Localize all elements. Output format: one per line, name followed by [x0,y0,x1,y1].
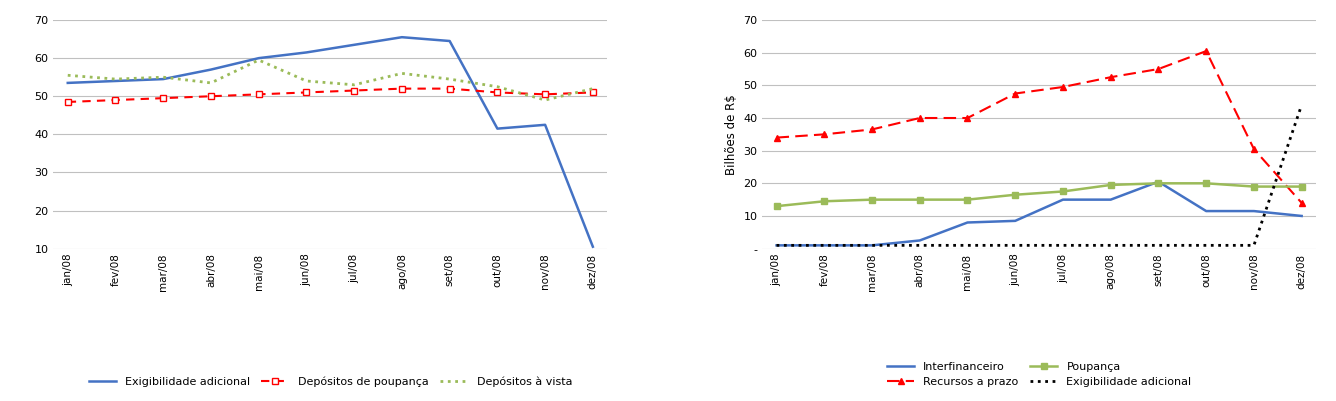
Recursos a prazo [1007,91,1023,96]
Line: Poupança: Poupança [774,180,1304,209]
Poupança [816,199,832,204]
Exigibilidade adicional [1007,243,1023,248]
Depósitos à vista [489,84,505,89]
Poupança [1007,192,1023,197]
Depósitos à vista [107,77,123,81]
Poupança [864,197,880,202]
Exigibilidade adicional [768,243,784,248]
Exigibilidade adicional [1055,243,1071,248]
Depósitos à vista [60,73,76,78]
Interfinanceiro [864,243,880,248]
Depósitos à vista [251,58,267,63]
Exigibilidade adicional [1198,243,1214,248]
Recursos a prazo [959,115,975,120]
Depósitos de poupança [107,97,123,102]
Poupança [768,204,784,209]
Exigibilidade adicional [107,79,123,83]
Exigibilidade adicional [1293,103,1309,107]
Exigibilidade adicional [155,77,171,81]
Depósitos de poupança [155,96,171,101]
Interfinanceiro [1007,219,1023,223]
Depósitos de poupança [489,90,505,95]
Poupança [911,197,927,202]
Depósitos à vista [346,83,362,87]
Recursos a prazo [1150,67,1166,71]
Legend: Interfinanceiro, Recursos a prazo, Poupança, Exigibilidade adicional: Interfinanceiro, Recursos a prazo, Poupa… [882,357,1196,392]
Interfinanceiro [768,243,784,248]
Exigibilidade adicional [203,67,219,72]
Line: Exigibilidade adicional: Exigibilidade adicional [68,37,593,247]
Interfinanceiro [1246,209,1263,213]
Interfinanceiro [1198,209,1214,213]
Exigibilidade adicional [394,35,410,40]
Poupança [1198,181,1214,186]
Depósitos de poupança [394,86,410,91]
Depósitos de poupança [346,88,362,93]
Depósitos à vista [537,97,553,102]
Depósitos de poupança [203,94,219,99]
Interfinanceiro [1293,214,1309,219]
Exigibilidade adicional [60,81,76,85]
Recursos a prazo [1055,85,1071,89]
Recursos a prazo [768,135,784,140]
Depósitos de poupança [537,92,553,97]
Exigibilidade adicional [346,43,362,47]
Line: Recursos a prazo: Recursos a prazo [774,48,1305,207]
Poupança [1246,184,1263,189]
Depósitos de poupança [251,92,267,97]
Depósitos à vista [585,86,601,91]
Interfinanceiro [816,243,832,248]
Exigibilidade adicional [251,56,267,61]
Line: Depósitos de poupança: Depósitos de poupança [65,86,596,105]
Depósitos de poupança [442,86,458,91]
Interfinanceiro [911,238,927,243]
Poupança [1055,189,1071,194]
Interfinanceiro [1055,197,1071,202]
Exigibilidade adicional [816,243,832,248]
Recursos a prazo [864,127,880,132]
Poupança [959,197,975,202]
Exigibilidade adicional [911,243,927,248]
Depósitos à vista [394,71,410,76]
Recursos a prazo [816,132,832,137]
Exigibilidade adicional [298,50,314,55]
Poupança [1293,184,1309,189]
Recursos a prazo [1293,200,1309,205]
Recursos a prazo [911,115,927,120]
Exigibilidade adicional [489,126,505,131]
Y-axis label: Bilhões de R$: Bilhões de R$ [724,94,737,175]
Line: Exigibilidade adicional: Exigibilidade adicional [776,105,1301,245]
Line: Depósitos à vista: Depósitos à vista [68,60,593,100]
Depósitos de poupança [60,99,76,104]
Line: Interfinanceiro: Interfinanceiro [776,182,1301,245]
Exigibilidade adicional [1102,243,1118,248]
Depósitos à vista [298,79,314,83]
Interfinanceiro [1150,179,1166,184]
Interfinanceiro [1102,197,1118,202]
Exigibilidade adicional [1150,243,1166,248]
Depósitos à vista [155,75,171,79]
Poupança [1102,182,1118,187]
Depósitos de poupança [585,90,601,95]
Exigibilidade adicional [537,122,553,127]
Exigibilidade adicional [1246,243,1263,248]
Legend: Exigibilidade adicional, Depósitos de poupança, Depósitos à vista: Exigibilidade adicional, Depósitos de po… [84,372,577,392]
Exigibilidade adicional [959,243,975,248]
Poupança [1150,181,1166,186]
Recursos a prazo [1246,147,1263,152]
Recursos a prazo [1198,49,1214,53]
Depósitos de poupança [298,90,314,95]
Interfinanceiro [959,220,975,225]
Recursos a prazo [1102,75,1118,79]
Exigibilidade adicional [864,243,880,248]
Depósitos à vista [442,77,458,81]
Exigibilidade adicional [442,38,458,43]
Exigibilidade adicional [585,244,601,249]
Depósitos à vista [203,81,219,85]
